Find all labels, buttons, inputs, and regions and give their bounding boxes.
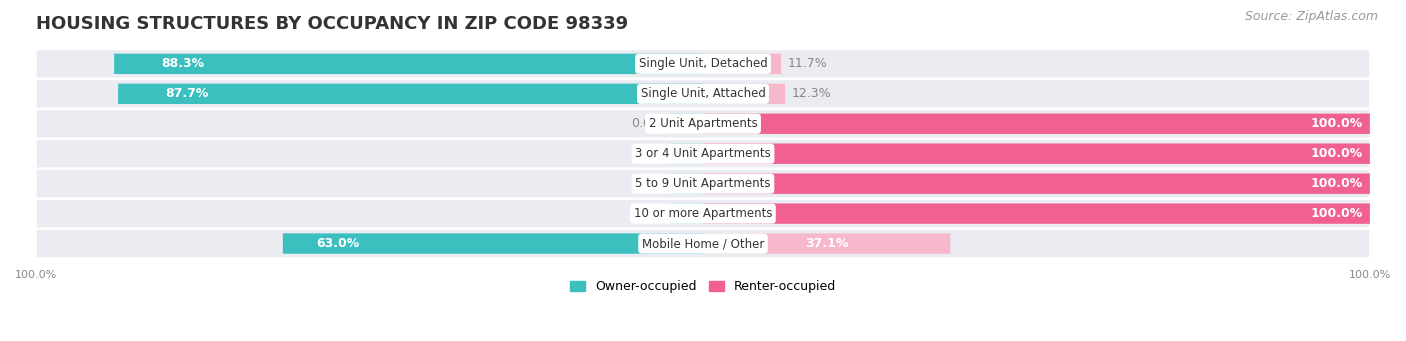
Text: 5 to 9 Unit Apartments: 5 to 9 Unit Apartments <box>636 177 770 190</box>
Text: Mobile Home / Other: Mobile Home / Other <box>641 237 765 250</box>
Text: 2 Unit Apartments: 2 Unit Apartments <box>648 117 758 130</box>
Text: HOUSING STRUCTURES BY OCCUPANCY IN ZIP CODE 98339: HOUSING STRUCTURES BY OCCUPANCY IN ZIP C… <box>37 15 628 33</box>
Text: 100.0%: 100.0% <box>1310 147 1364 160</box>
FancyBboxPatch shape <box>703 84 785 104</box>
FancyBboxPatch shape <box>703 174 1369 194</box>
Text: 3 or 4 Unit Apartments: 3 or 4 Unit Apartments <box>636 147 770 160</box>
FancyBboxPatch shape <box>703 144 1369 164</box>
Text: 100.0%: 100.0% <box>1310 117 1364 130</box>
Text: 87.7%: 87.7% <box>165 87 208 100</box>
FancyBboxPatch shape <box>35 79 1371 108</box>
FancyBboxPatch shape <box>35 139 1371 168</box>
Text: 11.7%: 11.7% <box>787 57 828 70</box>
FancyBboxPatch shape <box>35 169 1371 198</box>
FancyBboxPatch shape <box>118 84 703 104</box>
Text: Single Unit, Attached: Single Unit, Attached <box>641 87 765 100</box>
Text: 100.0%: 100.0% <box>1310 207 1364 220</box>
Text: 88.3%: 88.3% <box>162 57 204 70</box>
FancyBboxPatch shape <box>669 144 703 164</box>
FancyBboxPatch shape <box>703 54 780 74</box>
FancyBboxPatch shape <box>669 114 703 134</box>
Text: 10 or more Apartments: 10 or more Apartments <box>634 207 772 220</box>
Text: 0.0%: 0.0% <box>631 177 664 190</box>
Text: 0.0%: 0.0% <box>631 147 664 160</box>
Text: 0.0%: 0.0% <box>631 117 664 130</box>
FancyBboxPatch shape <box>35 199 1371 228</box>
Text: Single Unit, Detached: Single Unit, Detached <box>638 57 768 70</box>
Text: 63.0%: 63.0% <box>316 237 360 250</box>
FancyBboxPatch shape <box>703 204 1369 224</box>
FancyBboxPatch shape <box>283 233 703 254</box>
FancyBboxPatch shape <box>35 229 1371 258</box>
Text: 100.0%: 100.0% <box>1310 177 1364 190</box>
Text: Source: ZipAtlas.com: Source: ZipAtlas.com <box>1244 10 1378 23</box>
FancyBboxPatch shape <box>703 233 950 254</box>
FancyBboxPatch shape <box>669 174 703 194</box>
Text: 12.3%: 12.3% <box>792 87 831 100</box>
Text: 37.1%: 37.1% <box>806 237 848 250</box>
FancyBboxPatch shape <box>114 54 703 74</box>
FancyBboxPatch shape <box>35 49 1371 78</box>
Text: 0.0%: 0.0% <box>631 207 664 220</box>
FancyBboxPatch shape <box>669 204 703 224</box>
FancyBboxPatch shape <box>703 114 1369 134</box>
FancyBboxPatch shape <box>35 109 1371 138</box>
Legend: Owner-occupied, Renter-occupied: Owner-occupied, Renter-occupied <box>565 275 841 298</box>
